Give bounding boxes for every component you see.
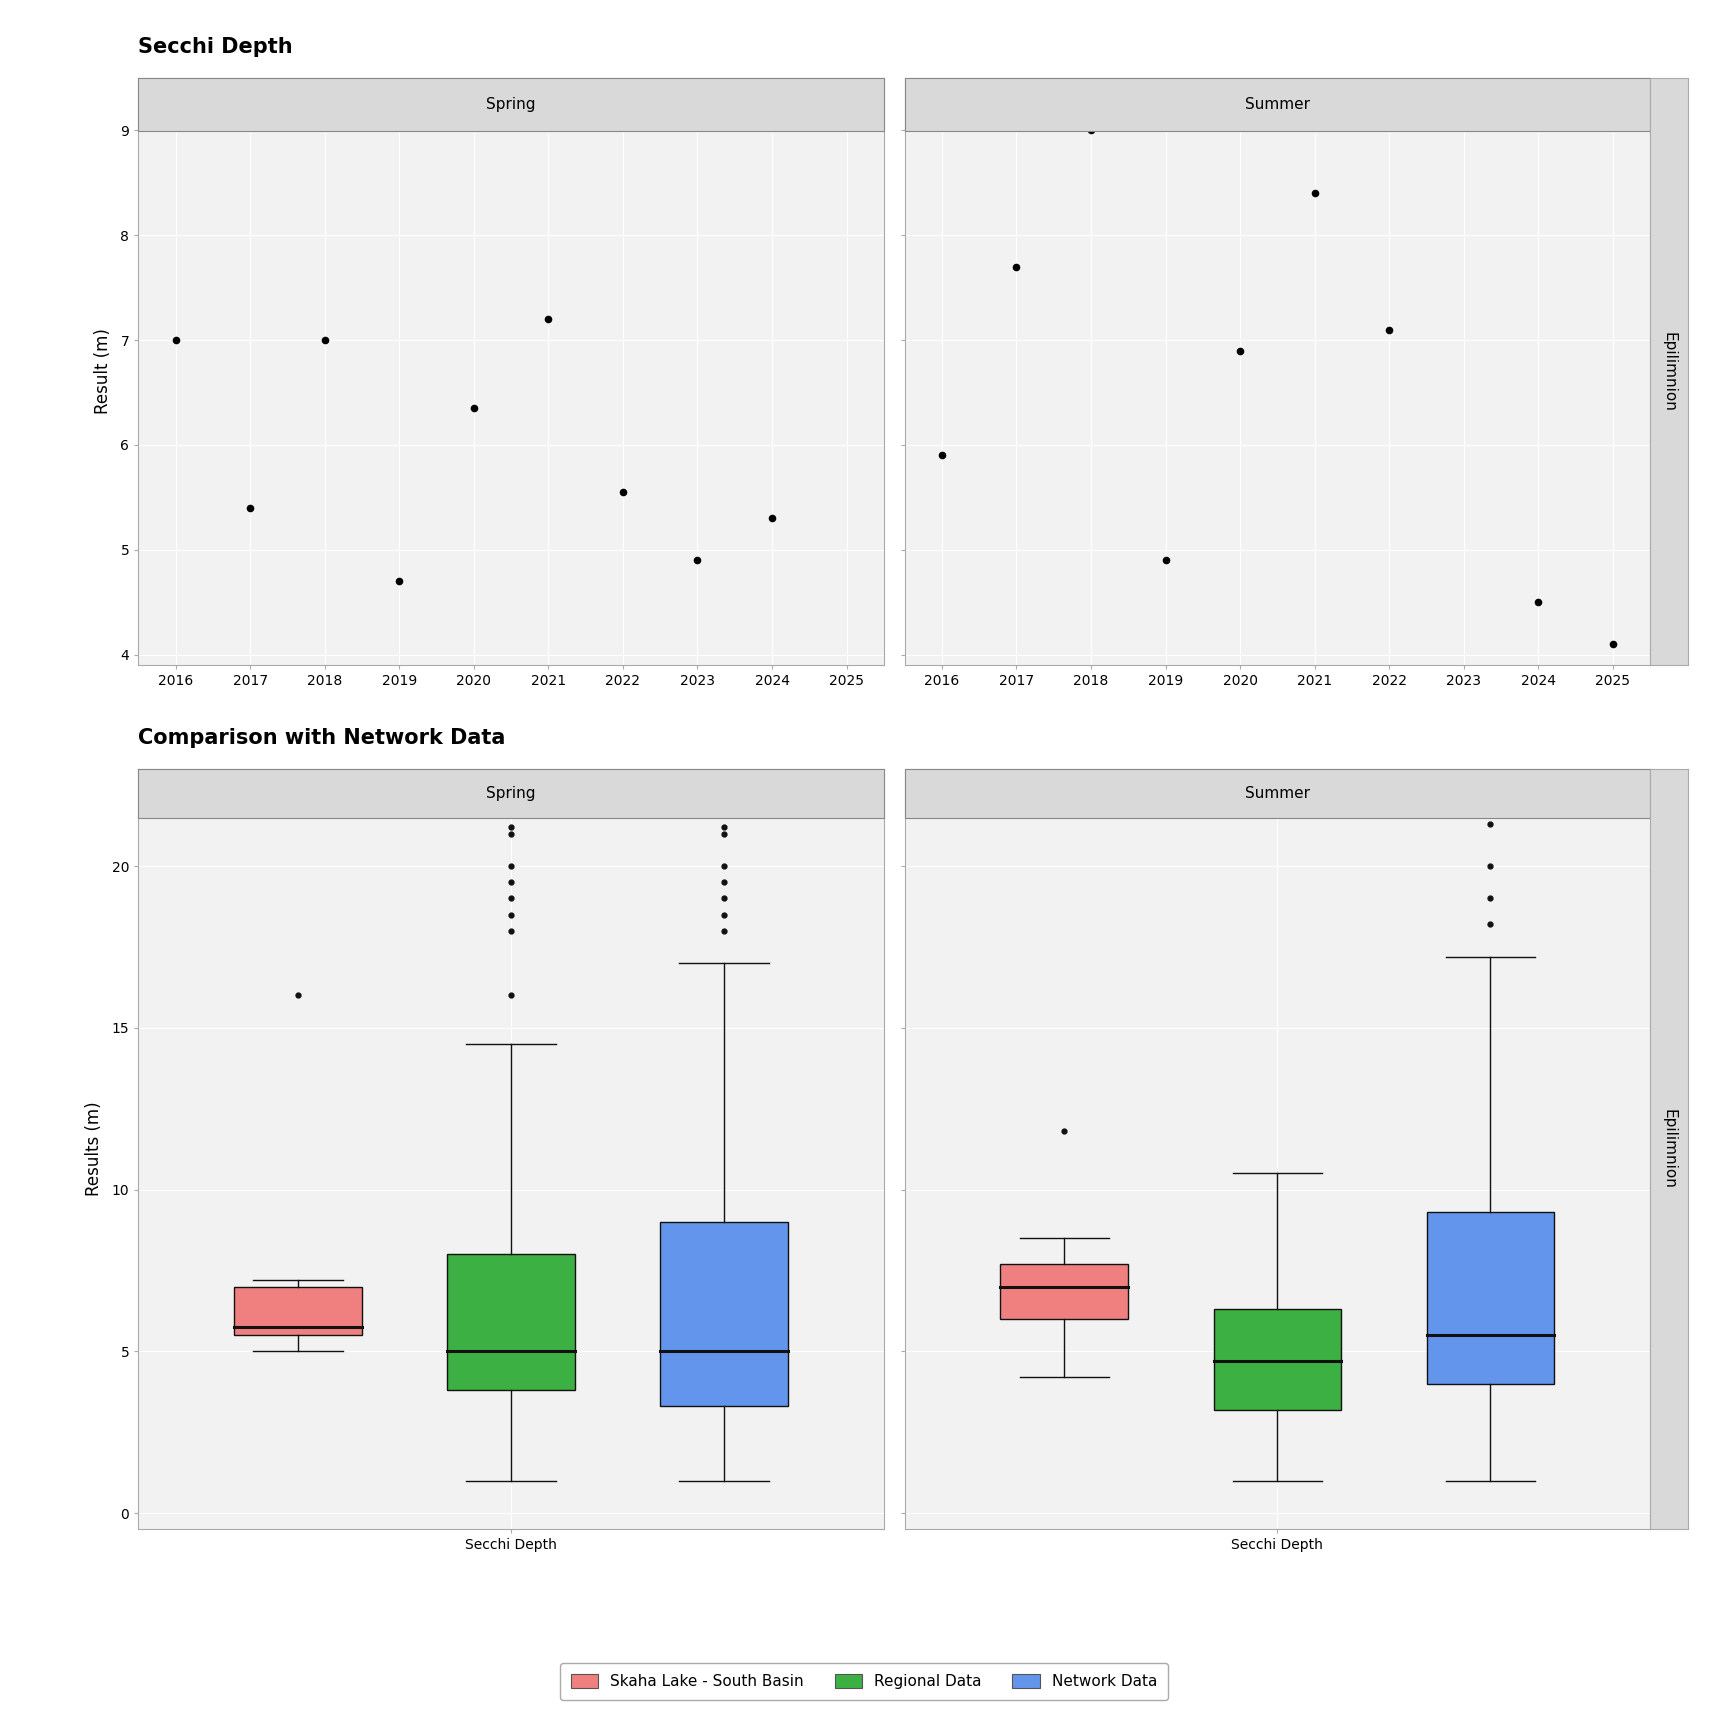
- Point: [162, 327, 190, 354]
- Bar: [905, 769, 1650, 819]
- Point: [1002, 252, 1030, 280]
- Point: [237, 494, 264, 522]
- Text: Summer: Summer: [1244, 97, 1310, 112]
- Bar: [138, 769, 883, 819]
- Bar: [1213, 1310, 1341, 1410]
- Bar: [905, 78, 1650, 131]
- Point: [1153, 546, 1180, 574]
- Point: [385, 567, 413, 594]
- Text: Spring: Spring: [486, 786, 536, 802]
- Text: Secchi Depth: Secchi Depth: [138, 36, 292, 57]
- Bar: [233, 1287, 361, 1336]
- Point: [1375, 316, 1403, 344]
- Point: [1524, 589, 1552, 617]
- Text: Comparison with Network Data: Comparison with Network Data: [138, 727, 506, 748]
- Bar: [1427, 1213, 1555, 1384]
- Text: Spring: Spring: [486, 97, 536, 112]
- Point: [1227, 337, 1255, 365]
- Point: [608, 479, 636, 506]
- Point: [1301, 180, 1329, 207]
- Y-axis label: Result (m): Result (m): [93, 328, 112, 415]
- Point: [759, 505, 786, 532]
- Bar: [448, 1255, 575, 1389]
- Point: [1598, 631, 1626, 658]
- Point: [1077, 116, 1104, 143]
- Point: [928, 442, 956, 470]
- Legend: Skaha Lake - South Basin, Regional Data, Network Data: Skaha Lake - South Basin, Regional Data,…: [560, 1662, 1168, 1700]
- Point: [684, 546, 712, 574]
- Text: Summer: Summer: [1244, 786, 1310, 802]
- Point: [460, 394, 487, 422]
- Text: Epilimnion: Epilimnion: [1662, 1109, 1676, 1189]
- Point: [534, 306, 562, 334]
- Bar: [138, 78, 883, 131]
- Bar: [1001, 1263, 1128, 1318]
- Y-axis label: Results (m): Results (m): [85, 1102, 104, 1196]
- Bar: [660, 1222, 788, 1407]
- Text: Epilimnion: Epilimnion: [1662, 332, 1676, 411]
- Point: [311, 327, 339, 354]
